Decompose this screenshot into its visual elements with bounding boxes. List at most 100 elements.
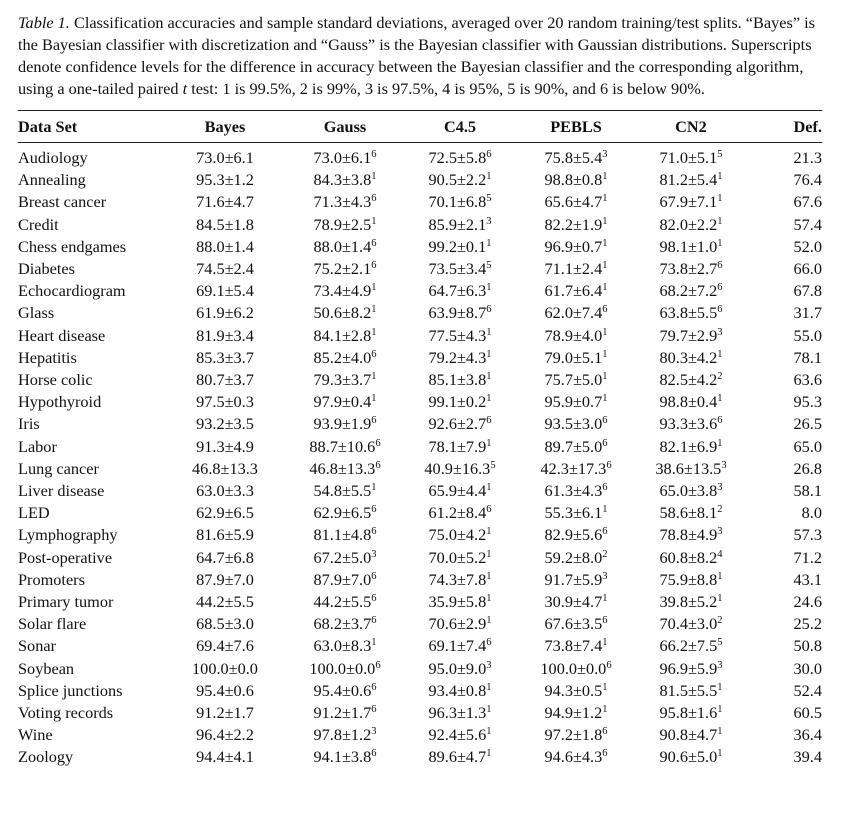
cell-cn2: 93.3±3.66 (638, 413, 744, 435)
confidence-superscript: 1 (371, 393, 377, 405)
confidence-superscript: 6 (606, 459, 612, 471)
cell-pebls: 94.9±1.21 (514, 702, 638, 724)
cell-value: 67.2±5.0 (313, 547, 372, 567)
cell-c45: 70.0±5.21 (406, 547, 514, 569)
cell-value: 81.2±5.4 (659, 170, 718, 190)
confidence-superscript: 1 (486, 393, 492, 405)
confidence-superscript: 3 (717, 482, 723, 494)
confidence-superscript: 1 (486, 726, 492, 738)
cell-cn2: 70.4±3.02 (638, 613, 744, 635)
cell-default: 63.6 (793, 370, 823, 390)
confidence-superscript: 6 (486, 149, 492, 160)
cell-value: 85.9±2.1 (428, 214, 487, 234)
confidence-superscript: 1 (602, 681, 608, 693)
cell-default: 52.4 (793, 680, 823, 700)
confidence-superscript: 1 (371, 304, 377, 316)
cell-cn2: 80.3±4.21 (638, 347, 744, 369)
cell-gauss: 67.2±5.03 (284, 547, 406, 569)
caption-text: Classification accuracies and sample sta… (18, 13, 815, 98)
confidence-superscript: 1 (602, 260, 608, 272)
cell-c45: 75.0±4.21 (406, 524, 514, 546)
cell-default: 60.5 (793, 703, 823, 723)
confidence-superscript: 6 (371, 593, 377, 605)
cell-pebls: 78.9±4.01 (514, 325, 638, 347)
confidence-superscript: 3 (371, 726, 377, 738)
confidence-superscript: 1 (602, 237, 608, 249)
cell-cn2: 90.6±5.01 (638, 746, 744, 768)
cell-value: 84.1±2.8 (313, 325, 372, 345)
cell-gauss: 84.1±2.81 (284, 325, 406, 347)
cell-gauss: 91.2±1.76 (284, 702, 406, 724)
confidence-superscript: 1 (717, 726, 723, 738)
cell-gauss: 100.0±0.06 (284, 658, 406, 680)
cell-value: 82.2±1.9 (544, 214, 603, 234)
confidence-superscript: 3 (486, 659, 492, 671)
confidence-superscript: 1 (486, 570, 492, 582)
cell-c45: 73.5±3.45 (406, 258, 514, 280)
confidence-superscript: 3 (717, 659, 723, 671)
data-set-name: Hypothyroid (18, 392, 102, 412)
table-row: Voting records 91.2±1.7 91.2±1.76 96.3±1.31… (18, 702, 822, 724)
confidence-superscript: 1 (717, 570, 723, 582)
confidence-superscript: 5 (717, 149, 723, 160)
cell-value: 74.3±7.8 (428, 569, 487, 589)
confidence-superscript: 3 (371, 548, 377, 560)
cell-value: 91.2±1.7 (196, 703, 254, 723)
confidence-superscript: 3 (717, 526, 723, 538)
confidence-superscript: 6 (486, 504, 492, 516)
cell-c45: 63.9±8.76 (406, 302, 514, 324)
cell-c45: 93.4±0.81 (406, 680, 514, 702)
data-set-name: Echocardiogram (18, 281, 126, 301)
confidence-superscript: 6 (371, 193, 377, 205)
cell-cn2: 82.1±6.91 (638, 436, 744, 458)
confidence-superscript: 6 (602, 304, 608, 316)
cell-cn2: 65.0±3.83 (638, 480, 744, 502)
cell-value: 62.9±6.5 (196, 503, 254, 523)
cell-value: 82.9±5.6 (544, 525, 603, 545)
cell-c45: 96.3±1.31 (406, 702, 514, 724)
cell-value: 61.3±4.3 (544, 481, 603, 501)
cell-c45: 92.4±5.61 (406, 724, 514, 746)
data-set-name: Lymphography (18, 525, 118, 545)
confidence-superscript: 1 (602, 193, 608, 205)
cell-cn2: 73.8±2.76 (638, 258, 744, 280)
data-set-name: Wine (18, 725, 53, 745)
cell-gauss: 46.8±13.36 (284, 458, 406, 480)
cell-pebls: 65.6±4.71 (514, 191, 638, 213)
cell-value: 64.7±6.8 (196, 547, 254, 567)
cell-c45: 35.9±5.81 (406, 591, 514, 613)
cell-bayes: 96.4±2.2 (166, 724, 284, 746)
cell-value: 67.9±7.1 (659, 192, 718, 212)
header-default: Def. (793, 117, 822, 136)
cell-value: 59.2±8.0 (544, 547, 603, 567)
cell-c45: 72.5±5.86 (406, 143, 514, 169)
confidence-superscript: 1 (717, 348, 723, 360)
data-set-name: LED (18, 503, 50, 523)
confidence-superscript: 1 (486, 437, 492, 449)
confidence-superscript: 1 (717, 215, 723, 227)
cell-pebls: 42.3±17.36 (514, 458, 638, 480)
cell-gauss: 50.6±8.21 (284, 302, 406, 324)
cell-pebls: 82.9±5.66 (514, 524, 638, 546)
cell-bayes: 44.2±5.5 (166, 591, 284, 613)
cell-value: 63.0±8.3 (313, 636, 372, 656)
cell-gauss: 62.9±6.56 (284, 502, 406, 524)
confidence-superscript: 1 (602, 371, 608, 383)
table-row: Promoters 87.9±7.0 87.9±7.06 74.3±7.81 91.7±… (18, 569, 822, 591)
table-row: Diabetes 74.5±2.4 75.2±2.16 73.5±3.45 71.1±2… (18, 258, 822, 280)
confidence-superscript: 1 (602, 593, 608, 605)
table-row: Zoology 94.4±4.1 94.1±3.86 89.6±4.71 94.6±4.… (18, 746, 822, 768)
cell-bayes: 91.2±1.7 (166, 702, 284, 724)
confidence-superscript: 6 (602, 726, 608, 738)
cell-value: 68.5±3.0 (196, 614, 254, 634)
cell-gauss: 63.0±8.31 (284, 635, 406, 657)
cell-gauss: 87.9±7.06 (284, 569, 406, 591)
cell-value: 97.8±1.2 (313, 725, 372, 745)
cell-gauss: 85.2±4.06 (284, 347, 406, 369)
caption-text-before: Classification accuracies and sample sta… (18, 13, 815, 98)
cell-value: 82.0±2.2 (659, 214, 718, 234)
cell-value: 39.8±5.2 (659, 592, 718, 612)
data-set-name: Soybean (18, 658, 75, 678)
cell-value: 61.2±8.4 (428, 503, 487, 523)
